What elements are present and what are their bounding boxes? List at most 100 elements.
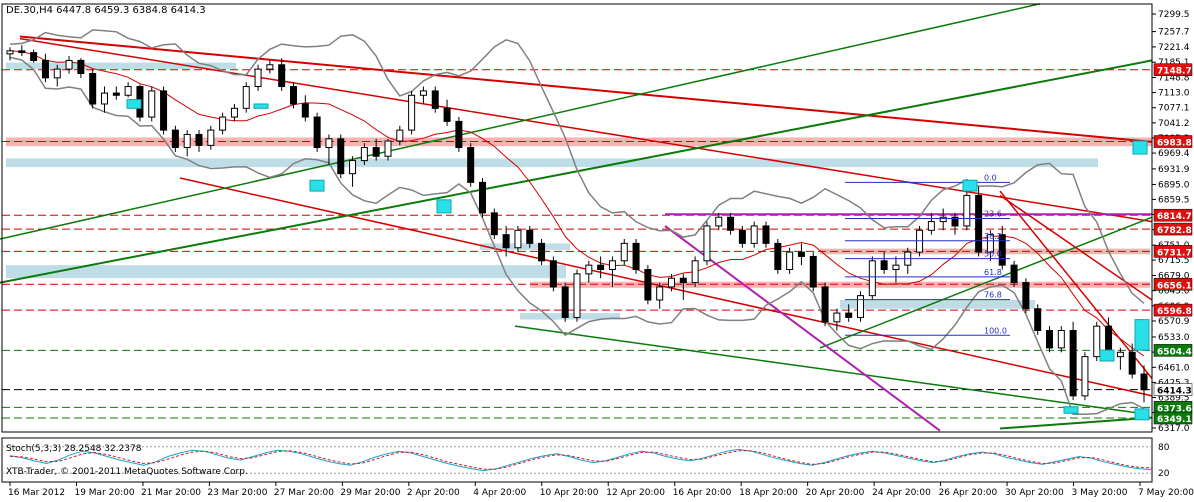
candle[interactable] — [975, 186, 983, 257]
candle[interactable] — [715, 212, 723, 231]
zone-blue-top — [6, 62, 236, 70]
candle[interactable] — [112, 86, 120, 100]
candle[interactable] — [620, 239, 628, 266]
candle[interactable] — [396, 125, 404, 146]
candle[interactable] — [880, 252, 888, 274]
candle[interactable] — [207, 125, 215, 150]
candle[interactable] — [1022, 278, 1030, 314]
candle-body — [868, 260, 876, 297]
candle[interactable] — [183, 130, 191, 157]
candle[interactable] — [467, 143, 475, 187]
candle[interactable] — [833, 308, 841, 331]
candle[interactable] — [679, 273, 687, 301]
candle[interactable] — [1069, 321, 1077, 401]
candle[interactable] — [360, 143, 368, 165]
candle[interactable] — [219, 112, 227, 135]
candle[interactable] — [963, 191, 971, 231]
candle[interactable] — [290, 82, 297, 109]
candle[interactable] — [1034, 304, 1042, 335]
candle[interactable] — [998, 225, 1006, 270]
candle[interactable] — [6, 47, 14, 61]
candle[interactable] — [514, 225, 522, 253]
candle[interactable] — [502, 225, 510, 257]
candle[interactable] — [549, 256, 557, 292]
candle[interactable] — [53, 64, 61, 87]
candle[interactable] — [738, 225, 746, 248]
candle[interactable] — [242, 82, 250, 113]
candle[interactable] — [254, 64, 262, 91]
candle[interactable] — [774, 239, 782, 274]
candle[interactable] — [1081, 352, 1089, 401]
candle[interactable] — [986, 230, 994, 261]
candle[interactable] — [892, 256, 900, 283]
candle[interactable] — [313, 112, 321, 152]
candle[interactable] — [703, 221, 711, 266]
candle[interactable] — [750, 221, 758, 248]
candle[interactable] — [325, 134, 333, 165]
candle[interactable] — [608, 256, 616, 287]
candle[interactable] — [1046, 326, 1053, 353]
candle[interactable] — [1010, 260, 1018, 287]
candle[interactable] — [455, 117, 463, 152]
candle[interactable] — [573, 269, 581, 322]
candle[interactable] — [585, 260, 593, 283]
candle[interactable] — [431, 86, 439, 113]
candle[interactable] — [597, 256, 605, 279]
candle[interactable] — [349, 156, 357, 187]
candle[interactable] — [1128, 343, 1136, 379]
candle[interactable] — [632, 239, 640, 274]
candle[interactable] — [171, 125, 179, 152]
candle[interactable] — [939, 208, 947, 231]
y-tick-label: 7185.1 — [1158, 58, 1190, 68]
candle[interactable] — [821, 282, 829, 327]
candle[interactable] — [809, 252, 817, 292]
candle[interactable] — [148, 86, 156, 122]
candle[interactable] — [538, 239, 546, 266]
candle[interactable] — [30, 49, 38, 63]
candle[interactable] — [77, 58, 85, 78]
candle[interactable] — [644, 265, 652, 305]
candle[interactable] — [18, 45, 26, 57]
candle[interactable] — [89, 69, 97, 109]
y-tick-label: 6317.0 — [1158, 424, 1190, 434]
candle[interactable] — [443, 99, 451, 126]
candle[interactable] — [561, 282, 569, 322]
candle[interactable] — [868, 256, 876, 301]
candle[interactable] — [786, 247, 794, 274]
candle[interactable] — [372, 138, 380, 161]
candle[interactable] — [301, 95, 309, 122]
candle[interactable] — [1057, 326, 1065, 353]
candle[interactable] — [927, 212, 935, 235]
candle[interactable] — [278, 58, 286, 91]
candle[interactable] — [727, 212, 735, 235]
candle[interactable] — [479, 178, 486, 218]
candle[interactable] — [656, 282, 664, 309]
candle[interactable] — [691, 256, 699, 287]
candle[interactable] — [65, 56, 73, 74]
candle[interactable] — [1140, 365, 1148, 403]
candle[interactable] — [160, 86, 168, 135]
candle[interactable] — [266, 60, 274, 74]
candle[interactable] — [101, 86, 108, 113]
candle[interactable] — [230, 103, 238, 122]
candle[interactable] — [490, 208, 498, 240]
candle[interactable] — [762, 221, 770, 248]
candle[interactable] — [384, 138, 392, 161]
candle[interactable] — [857, 291, 864, 322]
candle[interactable] — [419, 86, 427, 104]
candle[interactable] — [195, 130, 203, 152]
x-tick-label: 30 Apr 20:00 — [1005, 488, 1064, 498]
candle[interactable] — [408, 90, 416, 135]
candle[interactable] — [1116, 347, 1124, 370]
candle[interactable] — [1093, 321, 1101, 361]
candle[interactable] — [337, 134, 345, 179]
candle[interactable] — [668, 273, 675, 292]
candle[interactable] — [526, 225, 534, 248]
candle[interactable] — [845, 304, 853, 322]
candle[interactable] — [124, 82, 132, 98]
candle[interactable] — [41, 53, 49, 83]
candle[interactable] — [951, 212, 959, 235]
candle[interactable] — [797, 243, 805, 266]
